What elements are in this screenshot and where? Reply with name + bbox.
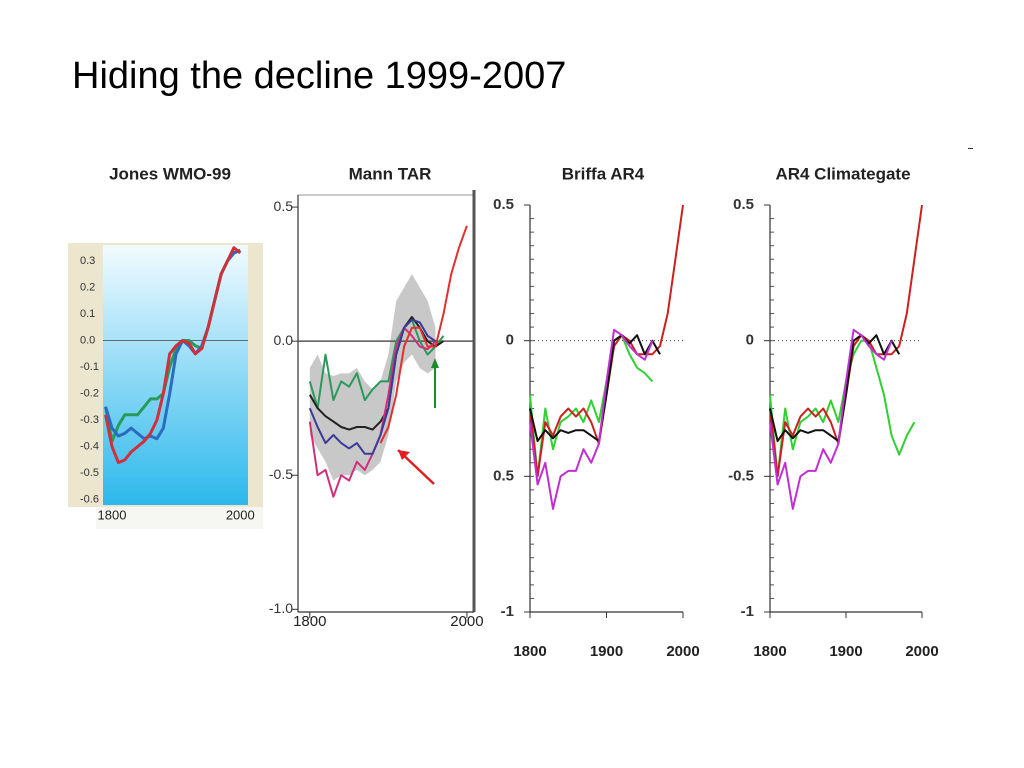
x-tick-label: 1800 [293,613,326,630]
y-tick-label: 0.0 [274,332,294,348]
y-tick-label: 0 [506,332,514,349]
series-line [104,246,242,465]
x-tick-label: 2000 [905,643,938,660]
y-tick-label: -0.2 [80,387,99,399]
y-tick-label: 0.5 [493,196,514,213]
y-tick-label: -0.5 [728,467,754,484]
uncertainty-band [309,274,436,481]
jones-plot-bg [103,245,248,505]
slide-title: Hiding the decline 1999-2007 [72,55,566,97]
x-tick-label: 1900 [829,643,862,660]
y-tick-label: 0.1 [80,308,95,320]
x-tick-label: 1800 [98,507,127,522]
x-tick-label: 2000 [666,643,699,660]
series-line [769,339,916,478]
y-tick-label: -0.5 [269,466,293,482]
series-line [308,318,445,410]
green-arrow-head [431,358,439,368]
dash [968,148,973,149]
y-tick-label: 0.2 [80,281,95,293]
y-tick-label: 0.0 [80,334,95,346]
series-line [769,334,901,443]
y-tick-label: 0.5 [274,198,294,214]
series-line [308,318,437,455]
jones-xlabel-bg [96,507,263,529]
series-line [379,225,468,444]
chart-title: Jones WMO-99 [109,164,231,183]
x-tick-label: 2000 [450,613,483,630]
y-tick-label: -1 [741,603,754,620]
series-line [529,328,654,510]
series-line [529,334,654,478]
chart-title: Mann TAR [349,164,432,183]
red-arrow-head [398,450,410,460]
chart-title: Briffa AR4 [562,164,645,183]
x-tick-label: 1800 [513,643,546,660]
chart-title: AR4 Climategate [775,164,910,183]
y-tick-label: 0 [746,332,754,349]
y-tick-label: 0.5 [733,196,754,213]
x-tick-label: 2000 [226,507,255,522]
y-tick-label: -0.5 [80,467,99,479]
y-tick-label: -0.1 [80,361,99,373]
y-tick-label: -1 [501,603,514,620]
y-tick-label: 0.3 [80,255,95,267]
y-tick-label: -0.3 [80,414,99,426]
series-line [769,328,893,510]
x-tick-label: 1800 [753,643,786,660]
y-tick-label: -0.4 [80,441,99,453]
y-tick-label: -0.6 [80,494,99,506]
x-tick-label: 1900 [590,643,623,660]
y-tick-label: 0.5 [493,467,514,484]
series-line [529,334,661,443]
y-tick-label: -1.0 [269,600,293,616]
